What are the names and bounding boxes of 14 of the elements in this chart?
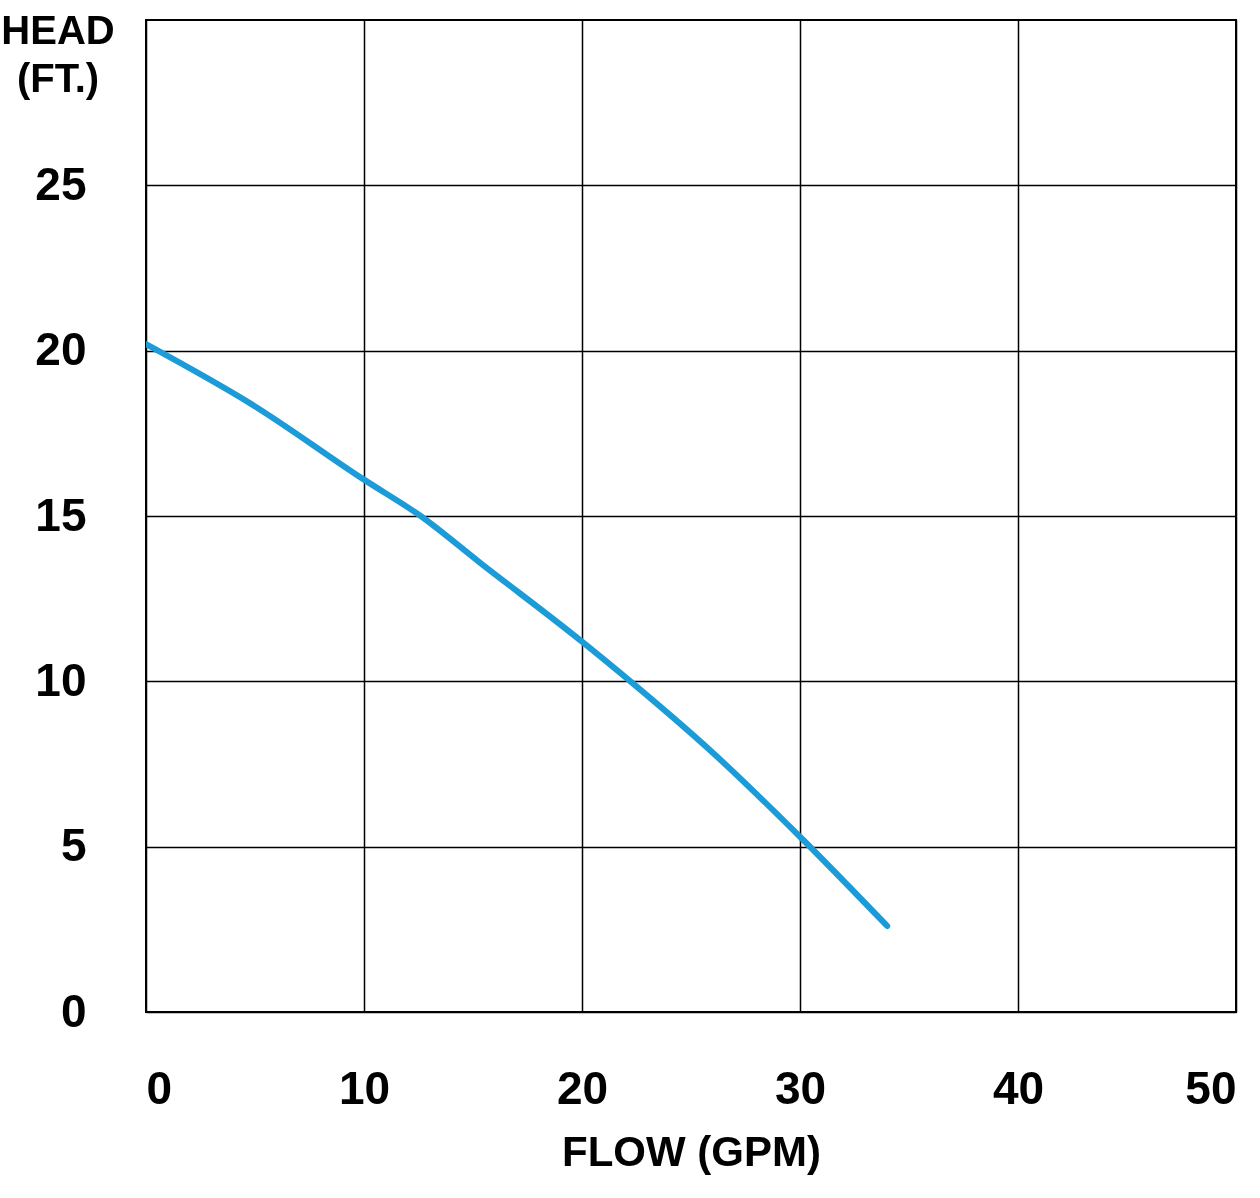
x-tick-label: 30 [774,1061,827,1114]
x-tick-label: 50 [1185,1061,1237,1114]
x-tick-label: 40 [992,1061,1045,1114]
y-tick-label: 25 [35,157,87,210]
x-axis-title: FLOW (GPM) [562,1127,821,1175]
x-tick-label: 20 [556,1061,609,1114]
y-tick-label: 10 [35,653,87,706]
x-tick-label: 0 [146,1061,173,1114]
x-tick-label: 10 [338,1061,391,1114]
y-tick-label: 15 [35,488,87,541]
y-tick-label: 0 [60,984,87,1037]
y-tick-label: 5 [60,819,87,872]
y-tick-label: 20 [35,323,87,376]
y-axis-title: HEAD (FT.) [1,8,115,100]
